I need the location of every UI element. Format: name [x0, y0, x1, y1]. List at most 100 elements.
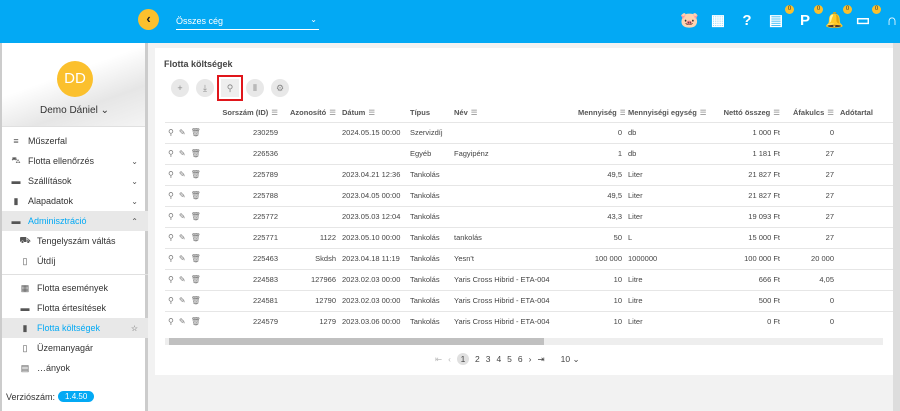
view-icon[interactable]: ⚲ [168, 317, 174, 327]
vertical-scrollbar[interactable] [893, 43, 900, 411]
notification-badge: 0 [843, 5, 852, 14]
page-4-button[interactable]: 4 [496, 354, 502, 364]
view-icon[interactable]: ⚲ [168, 254, 174, 263]
add-button[interactable]: + [171, 79, 189, 97]
edit-icon[interactable]: ✎ [178, 254, 186, 263]
edit-icon[interactable]: ✎ [178, 149, 186, 158]
column-header[interactable]: Azonosító ☰ [281, 103, 339, 122]
edit-icon[interactable]: ✎ [178, 212, 186, 221]
sort-icon[interactable]: ☰ [470, 107, 478, 117]
dashboard-button[interactable]: ▦ [709, 11, 727, 31]
next-page-button[interactable]: › [528, 354, 532, 364]
edit-icon[interactable]: ✎ [178, 275, 186, 284]
sidebar-item[interactable]: ▬ Adminisztráció ⌃ [2, 211, 148, 231]
sort-icon[interactable]: ☰ [271, 107, 278, 117]
delete-icon[interactable]: 🗑 [190, 128, 201, 137]
sort-icon[interactable]: ☰ [827, 107, 834, 117]
column-header[interactable]: Dátum ☰ [339, 103, 407, 122]
download-button[interactable]: ⤓ [196, 79, 214, 97]
chat-button[interactable]: ▭ 0 [854, 5, 881, 31]
column-header[interactable]: Áfakulcs ☰ [783, 103, 837, 122]
column-header[interactable]: Mennyiségi egység ☰ [625, 103, 713, 122]
view-icon[interactable]: ⚲ [168, 191, 174, 200]
collapse-sidebar-button[interactable]: ‹ [138, 9, 159, 30]
page-size-select[interactable]: 10 ⌄ [561, 354, 580, 365]
bell-button[interactable]: 🔔 0 [825, 5, 852, 31]
column-header[interactable]: Típus [407, 103, 451, 122]
horizontal-scrollbar[interactable] [165, 338, 883, 345]
delete-icon[interactable]: 🗑 [190, 275, 201, 284]
page-3-button[interactable]: 3 [485, 354, 491, 364]
search-button[interactable]: ⚲ [217, 75, 243, 101]
table-cell: 1000000 [625, 247, 713, 269]
page-2-button[interactable]: 2 [474, 354, 480, 364]
delete-icon[interactable]: 🗑 [190, 233, 201, 242]
sidebar-item[interactable]: ▤ …ányok [2, 358, 148, 378]
help-button[interactable]: ? [738, 11, 756, 31]
sidebar-item[interactable]: ⛍ Flotta ellenőrzés ⌄ [2, 151, 148, 171]
view-icon[interactable]: ⚲ [168, 275, 174, 284]
edit-icon[interactable]: ✎ [178, 317, 186, 327]
column-header[interactable]: Név ☰ [451, 103, 575, 122]
sidebar-item[interactable]: ▬ Flotta értesítések [2, 298, 148, 318]
view-icon[interactable]: ⚲ [168, 233, 174, 242]
table-cell: 2024.05.15 00:00 [339, 121, 407, 143]
sort-icon[interactable]: ☰ [699, 107, 707, 117]
column-header[interactable] [165, 103, 209, 122]
settings-button[interactable]: ⚙ [271, 79, 289, 97]
column-header[interactable]: Nettó összeg ☰ [713, 103, 783, 122]
sidebar-item[interactable]: ≡ Műszerfal [2, 131, 148, 151]
table-cell [339, 142, 407, 164]
column-header-label: Típus [410, 107, 430, 117]
view-icon[interactable]: ⚲ [168, 170, 174, 179]
sidebar-item[interactable]: ▯ Útdíj [2, 251, 148, 271]
edit-icon[interactable]: ✎ [178, 191, 186, 200]
sidebar-item[interactable]: ⛟ Tengelyszám váltás [2, 231, 148, 251]
notification-badge: 0 [872, 5, 881, 14]
delete-icon[interactable]: 🗑 [190, 254, 201, 263]
edit-icon[interactable]: ✎ [178, 296, 186, 305]
sidebar-item[interactable]: ▦ Flotta események [2, 278, 148, 298]
favorite-star-icon[interactable]: ☆ [130, 323, 138, 333]
company-select[interactable]: Összes cég ⌄ [176, 15, 319, 30]
last-page-button[interactable]: ⇥ [537, 353, 545, 364]
sidebar-item[interactable]: ▮ Alapadatok ⌄ [2, 191, 148, 211]
document-sync-button[interactable]: ▤ 0 [767, 5, 794, 31]
page-1-button[interactable]: 1 [456, 353, 469, 365]
columns-button[interactable]: ⦀ [246, 79, 264, 97]
piggy-bank-button[interactable]: 🐷 [680, 11, 699, 31]
edit-icon[interactable]: ✎ [178, 233, 186, 242]
view-icon[interactable]: ⚲ [168, 128, 174, 137]
column-header[interactable]: Mennyiség ☰ [575, 103, 625, 122]
delete-icon[interactable]: 🗑 [190, 296, 201, 305]
sidebar-item[interactable]: ▬ Szállítások ⌄ [2, 171, 148, 191]
delete-icon[interactable]: 🗑 [190, 149, 201, 158]
delete-icon[interactable]: 🗑 [190, 212, 201, 221]
edit-icon[interactable]: ✎ [178, 128, 186, 137]
column-header[interactable]: Adótartal [837, 103, 893, 122]
delete-icon[interactable]: 🗑 [190, 191, 201, 200]
view-icon[interactable]: ⚲ [168, 149, 174, 158]
headset-button[interactable]: ∩ [883, 11, 900, 31]
user-menu[interactable]: Demo Dániel ⌄ [2, 105, 147, 116]
delete-icon[interactable]: 🗑 [190, 170, 201, 179]
sort-icon[interactable]: ☰ [773, 107, 780, 117]
prev-page-button[interactable]: ‹ [448, 354, 451, 364]
sort-icon[interactable]: ☰ [619, 107, 625, 117]
column-header[interactable]: Sorszám (ID) ☰ [209, 103, 281, 122]
view-icon[interactable]: ⚲ [168, 296, 174, 305]
sidebar-item[interactable]: ▮ Flotta költségek ☆ [2, 318, 148, 338]
sidebar-item[interactable]: ▯ Üzemanyagár [2, 338, 148, 358]
chevron-icon: ⌄ [131, 176, 138, 186]
view-icon[interactable]: ⚲ [168, 212, 174, 221]
sort-icon[interactable]: ☰ [329, 107, 336, 117]
sort-icon[interactable]: ☰ [368, 107, 376, 117]
table-cell: 100 000 Ft [713, 247, 783, 269]
scrollbar-thumb[interactable] [169, 338, 544, 345]
page-5-button[interactable]: 5 [507, 354, 512, 364]
page-6-button[interactable]: 6 [517, 354, 523, 364]
edit-icon[interactable]: ✎ [178, 170, 186, 179]
first-page-button[interactable]: ⇤ [435, 353, 443, 364]
delete-icon[interactable]: 🗑 [190, 317, 201, 327]
